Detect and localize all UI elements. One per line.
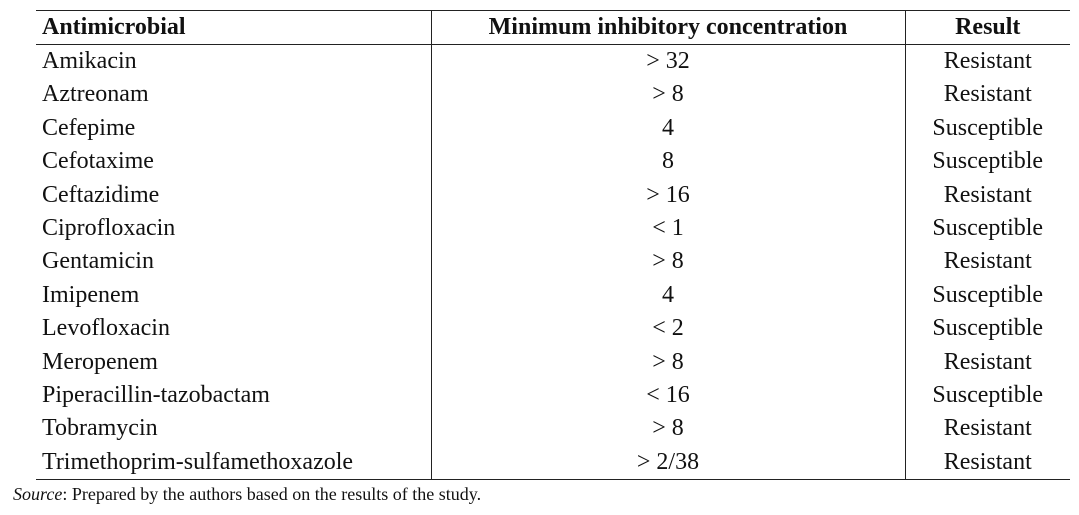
- cell-result: Resistant: [943, 81, 1032, 108]
- cell-mic: > 8: [430, 78, 906, 112]
- table-row: Cefepime 4 Susceptible: [36, 111, 1070, 146]
- cell-mic: 4: [430, 111, 906, 146]
- cell-antimicrobial: Gentamicin: [42, 248, 154, 275]
- table-row: Imipenem 4 Susceptible: [36, 278, 1070, 313]
- cell-antimicrobial: Ciprofloxacin: [42, 215, 176, 242]
- cell-antimicrobial: Imipenem: [42, 281, 140, 308]
- header-row: Antimicrobial Minimum inhibitory concent…: [36, 10, 1070, 45]
- cell-antimicrobial: Ceftazidime: [42, 181, 160, 208]
- cell-antimicrobial: Trimethoprim-sulfamethoxazole: [42, 448, 354, 475]
- table-row: Cefotaxime 8 Susceptible: [36, 145, 1070, 179]
- cell-mic: 4: [430, 278, 906, 313]
- cell-mic: > 8: [430, 412, 906, 446]
- table-header: Antimicrobial Minimum inhibitory concent…: [36, 10, 1070, 45]
- cell-result: Susceptible: [932, 114, 1044, 141]
- cell-antimicrobial: Piperacillin-tazobactam: [42, 382, 270, 409]
- header-result: Result: [955, 14, 1021, 40]
- table-container: Antimicrobial Minimum inhibitory concent…: [36, 10, 1070, 480]
- cell-antimicrobial: Aztreonam: [42, 81, 149, 108]
- cell-mic: < 16: [430, 379, 906, 413]
- table-row: Aztreonam > 8 Resistant: [36, 78, 1070, 112]
- cell-antimicrobial: Amikacin: [42, 48, 137, 74]
- cell-result: Resistant: [943, 181, 1032, 208]
- source-label: Source: [13, 484, 63, 504]
- cell-result: Resistant: [943, 48, 1032, 74]
- cell-mic: < 2: [430, 312, 906, 346]
- source-text: : Prepared by the authors based on the r…: [62, 484, 482, 504]
- cell-result: Susceptible: [932, 215, 1044, 242]
- source-note: Source: Prepared by the authors based on…: [13, 483, 481, 505]
- table-row: Trimethoprim-sulfamethoxazole > 2/38 Res…: [36, 445, 1070, 480]
- cell-mic: > 2/38: [430, 445, 906, 480]
- cell-result: Susceptible: [932, 281, 1044, 308]
- susceptibility-table: Antimicrobial Minimum inhibitory concent…: [36, 10, 1070, 480]
- cell-mic: > 32: [430, 44, 906, 79]
- cell-mic: > 8: [430, 345, 906, 380]
- cell-antimicrobial: Cefepime: [42, 114, 136, 141]
- table-row: Piperacillin-tazobactam < 16 Susceptible: [36, 379, 1070, 413]
- cell-antimicrobial: Cefotaxime: [42, 148, 154, 175]
- header-mic: Minimum inhibitory concentration: [430, 10, 906, 45]
- table-row: Gentamicin > 8 Resistant: [36, 245, 1070, 279]
- cell-result: Resistant: [943, 448, 1032, 475]
- table-row: Amikacin > 32 Resistant: [36, 44, 1070, 79]
- cell-antimicrobial: Tobramycin: [42, 415, 158, 442]
- cell-antimicrobial: Meropenem: [42, 348, 158, 375]
- cell-antimicrobial: Levofloxacin: [42, 315, 170, 342]
- table-row: Ciprofloxacin < 1 Susceptible: [36, 212, 1070, 246]
- cell-result: Susceptible: [932, 382, 1044, 409]
- cell-mic: < 1: [430, 212, 906, 246]
- cell-mic: > 8: [430, 245, 906, 279]
- cell-result: Resistant: [943, 248, 1032, 275]
- table-row: Tobramycin > 8 Resistant: [36, 412, 1070, 446]
- cell-mic: 8: [430, 145, 906, 179]
- table-row: Ceftazidime > 16 Resistant: [36, 178, 1070, 213]
- cell-result: Susceptible: [932, 148, 1044, 175]
- table-row: Levofloxacin < 2 Susceptible: [36, 312, 1070, 346]
- cell-result: Resistant: [943, 415, 1032, 442]
- cell-result: Susceptible: [932, 315, 1044, 342]
- header-antimicrobial: Antimicrobial: [42, 14, 186, 40]
- cell-result: Resistant: [943, 348, 1032, 375]
- cell-mic: > 16: [430, 178, 906, 213]
- table-row: Meropenem > 8 Resistant: [36, 345, 1070, 380]
- table-body: Amikacin > 32 Resistant Aztreonam > 8 Re…: [36, 44, 1070, 480]
